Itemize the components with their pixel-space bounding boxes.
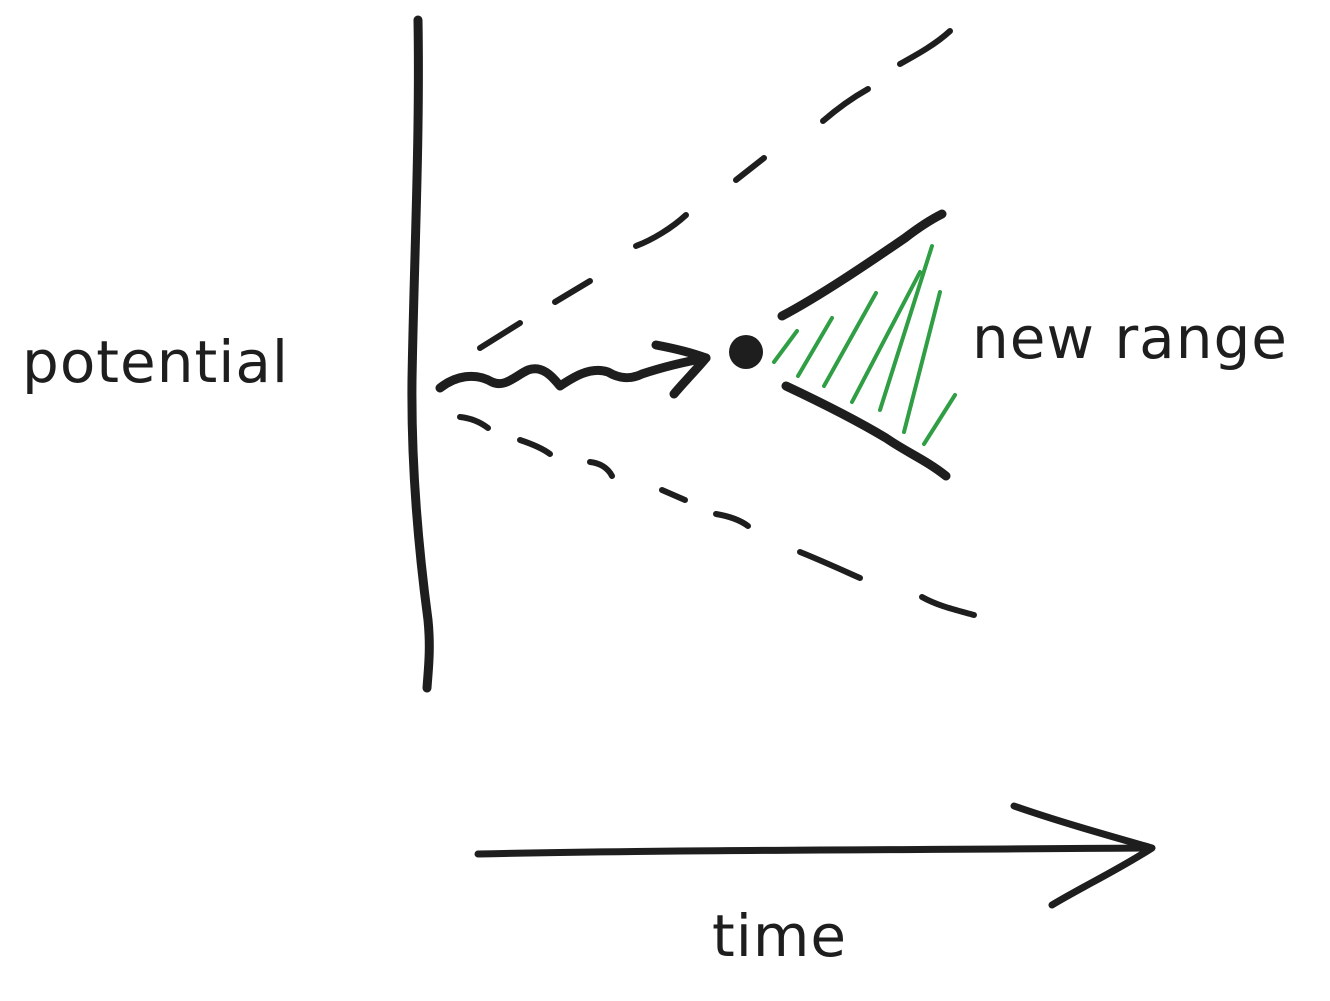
vertical-axis-line xyxy=(407,15,434,693)
upper-dashed-boundary xyxy=(477,28,953,351)
x-axis-label: time xyxy=(712,902,847,970)
new-range-lower-boundary xyxy=(781,381,951,481)
time-arrow-head xyxy=(1010,802,1156,909)
y-axis-label: potential xyxy=(22,328,289,396)
new-range-upper-boundary xyxy=(777,209,947,321)
lower-dashed-boundary xyxy=(457,414,977,618)
wavy-trajectory-line xyxy=(435,353,711,393)
new-range-label: new range xyxy=(972,304,1288,372)
new-range-hatch-fill xyxy=(772,244,957,446)
trajectory-arrow-head xyxy=(651,340,711,399)
time-arrow-shaft xyxy=(474,844,1154,858)
current-position-dot xyxy=(729,335,763,369)
